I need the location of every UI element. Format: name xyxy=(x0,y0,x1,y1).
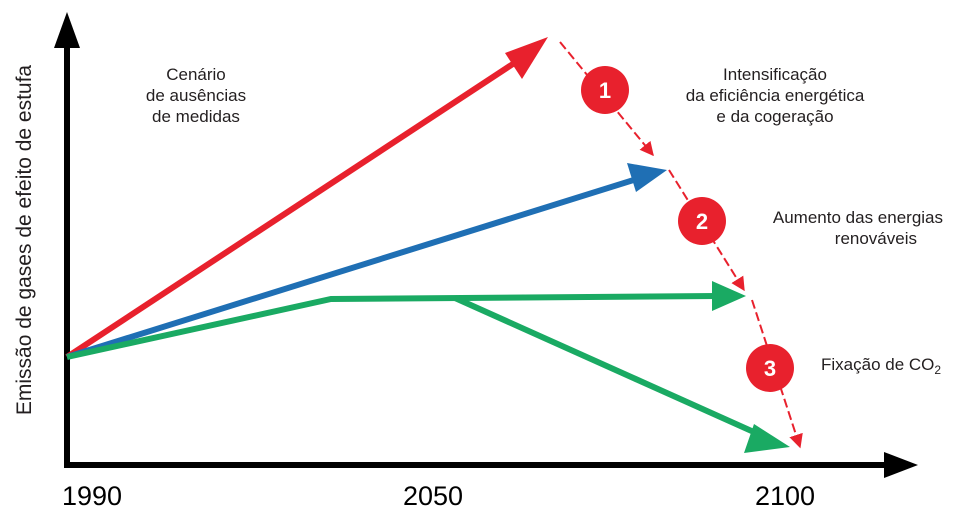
series-group xyxy=(65,37,790,453)
step-badge-1: 1 xyxy=(581,66,629,114)
step-label-2-line-1: Aumento das energias xyxy=(773,208,943,227)
step-label-1: Intensificação da eficiência energética … xyxy=(686,65,865,126)
step-number-2: 2 xyxy=(696,209,708,234)
series-arrowhead-green-branch xyxy=(744,424,790,453)
step-label-1-line-1: Intensificação xyxy=(723,65,827,84)
annotation-no-measures: Cenário de ausências de medidas xyxy=(146,65,246,126)
step-label-2-line-2: renováveis xyxy=(835,229,917,248)
step-badge-2: 2 xyxy=(678,197,726,245)
series-line-green-main xyxy=(66,293,718,360)
series-arrowhead-blue xyxy=(627,163,667,192)
annotation-line-3: de medidas xyxy=(152,107,240,126)
step-label-2: Aumento das energias renováveis xyxy=(773,208,943,248)
y-axis-label: Emissão de gases de efeito de estufa xyxy=(13,65,36,416)
step-label-1-line-2: da eficiência energética xyxy=(686,86,865,105)
series-arrowhead-red xyxy=(505,37,548,79)
step-badge-3: 3 xyxy=(746,344,794,392)
step-number-3: 3 xyxy=(764,356,776,381)
axes xyxy=(54,12,918,478)
step-label-3: Fixação de CO2 xyxy=(821,355,941,377)
annotation-line-1: Cenário xyxy=(166,65,226,84)
step-label-3-main: Fixação de CO xyxy=(821,355,934,374)
x-axis-arrowhead xyxy=(884,452,918,478)
x-tick-1990: 1990 xyxy=(62,481,122,508)
x-tick-2050: 2050 xyxy=(403,481,463,508)
series-arrowhead-green-main xyxy=(712,281,746,311)
step-label-3-text: Fixação de CO2 xyxy=(821,355,941,377)
step-number-1: 1 xyxy=(599,78,611,103)
x-tick-2100: 2100 xyxy=(755,481,815,508)
step-label-3-subscript: 2 xyxy=(934,363,941,377)
series-line-red xyxy=(65,53,527,360)
step-label-1-line-3: e da cogeração xyxy=(716,107,833,126)
series-line-blue xyxy=(66,175,641,360)
series-line-green-branch xyxy=(453,295,767,440)
annotation-line-2: de ausências xyxy=(146,86,246,105)
y-axis-arrowhead xyxy=(54,12,80,48)
